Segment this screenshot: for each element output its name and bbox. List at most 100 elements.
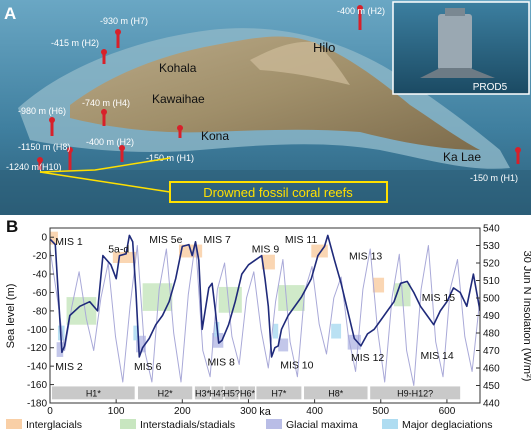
- mis-label: MIS 9: [252, 243, 280, 255]
- y2-axis-ticks: 540 530 520 510 500 490 480 470 460 450 440: [476, 224, 500, 410]
- reef-bars: H1* H2* H3* H4?H5? H6* H7* H8* H9-H12?: [51, 386, 461, 400]
- y2-tick-label: 530: [483, 241, 500, 252]
- callout: Drowned fossil coral reefs: [39, 157, 388, 203]
- reef-marker-head: [115, 29, 121, 35]
- volcano-ridge: [250, 41, 350, 85]
- reef-bar: [51, 386, 135, 400]
- reef-marker-head: [49, 117, 55, 123]
- x-tick-label: 200: [174, 406, 191, 417]
- panel-a-label: A: [4, 4, 16, 23]
- x-tick-label: 600: [439, 406, 456, 417]
- depth-label-h4: -740 m (H4): [82, 98, 130, 108]
- y2-tick-label: 540: [483, 224, 500, 235]
- y-tick-label: -140: [27, 362, 47, 373]
- highlight-band: [218, 286, 242, 313]
- mis-label: MIS 14: [420, 350, 453, 362]
- mis-label: MIS 11: [285, 234, 318, 246]
- y-tick-label: -120: [27, 343, 47, 354]
- y2-tick-label: 480: [483, 329, 500, 340]
- y-tick-label: -100: [27, 325, 47, 336]
- reef-bar-label: H2*: [158, 388, 174, 398]
- reef-bar-label: H5?: [223, 388, 240, 398]
- y-tick-label: 0: [41, 233, 47, 244]
- y-axis-label: Sea level (m): [5, 284, 17, 349]
- callout-box: [169, 181, 388, 203]
- reef-bar-label: H4?: [209, 388, 226, 398]
- legend-swatch: [266, 419, 282, 429]
- highlight-band: [372, 277, 385, 293]
- y2-tick-label: 500: [483, 294, 500, 305]
- reef-marker-head: [119, 145, 125, 151]
- reef-bar: [304, 386, 368, 400]
- y-tick-label: -80: [33, 306, 48, 317]
- legend-label: Interstadials/stadials: [140, 419, 235, 431]
- mis-label: MIS 2: [55, 361, 83, 373]
- reef-bar: [211, 386, 224, 400]
- highlight-band: [112, 251, 136, 263]
- mis-label: MIS 7: [203, 234, 231, 246]
- x-tick-label: 300: [240, 406, 257, 417]
- reef-marker-head: [101, 109, 107, 115]
- highlight-band: [50, 231, 58, 245]
- y-tick-label: -20: [33, 251, 48, 262]
- y-tick-label: -40: [33, 270, 48, 281]
- insolation-series: [50, 241, 480, 386]
- site-label-ka-lae: Ka Lae: [443, 150, 481, 164]
- reef-bar-label: H6*: [240, 388, 256, 398]
- legend-label: Interglacials: [26, 419, 82, 431]
- reef-bar-label: H7*: [271, 388, 287, 398]
- depth-label-h8: -1150 m (H8): [18, 142, 70, 152]
- reef-bar: [224, 386, 239, 400]
- reef-bar: [137, 386, 193, 400]
- y2-tick-label: 440: [483, 399, 500, 410]
- mis-label: MIS 13: [349, 251, 382, 263]
- y-tick-label: -160: [27, 380, 47, 391]
- y-tick-label: -60: [33, 288, 48, 299]
- reef-marker-head: [357, 5, 363, 11]
- reef-marker-head: [515, 147, 521, 153]
- highlight-band: [331, 323, 342, 339]
- mis-label: MIS 10: [280, 359, 313, 371]
- highlight-band: [133, 325, 139, 341]
- legend-label: Major deglaciations: [402, 419, 492, 431]
- island-land: [70, 36, 480, 150]
- site-label-kohala: Kohala: [159, 61, 197, 75]
- depth-label-h6: -980 m (H6): [18, 106, 66, 116]
- reef-marker-head: [37, 157, 43, 163]
- reef-marker-head: [101, 49, 107, 55]
- depth-label-h10: -1240 m(H10): [6, 162, 62, 172]
- mis-label: MIS 15: [422, 292, 455, 304]
- mis-label: MIS 6: [134, 361, 162, 373]
- legend-swatch: [382, 419, 398, 429]
- reef-bar-label: H1*: [86, 388, 102, 398]
- x-axis-ticks: 0 100 200 300 400 500 600: [47, 399, 456, 417]
- mis-label: MIS 8: [207, 357, 235, 369]
- x-tick-label: 0: [47, 406, 53, 417]
- highlight-band: [272, 323, 279, 339]
- reef-markers: [37, 5, 521, 170]
- y2-tick-label: 490: [483, 311, 500, 322]
- y2-tick-label: 520: [483, 259, 500, 270]
- legend-label: Glacial maxima: [286, 419, 358, 431]
- x-tick-label: 100: [108, 406, 125, 417]
- depth-label-h7: -930 m (H7): [100, 16, 148, 26]
- highlight-band: [311, 244, 328, 258]
- inset-label: PROD5: [473, 82, 508, 93]
- highlight-band: [136, 335, 146, 353]
- mis-label: MIS 5e: [149, 234, 182, 246]
- x-axis-label: ka: [259, 406, 272, 418]
- mis-label: MIS 1: [55, 236, 83, 248]
- legend: Interglacials Interstadials/stadials Glaci…: [6, 419, 492, 431]
- highlight-band: [278, 338, 289, 352]
- reef-marker-head: [177, 125, 183, 131]
- reef-bar-label: H9-H12?: [397, 388, 433, 398]
- y2-tick-label: 460: [483, 364, 500, 375]
- panel-a-map: PROD5 Kohala Kawaihae Kona Hilo Ka Lae -…: [0, 0, 531, 215]
- depth-label-h1-left: -150 m (H1): [146, 153, 194, 163]
- panel-b-label: B: [6, 217, 18, 236]
- reef-bar-label: H8*: [328, 388, 344, 398]
- legend-swatch: [6, 419, 22, 429]
- depth-label-h2-top: -400 m (H2): [337, 6, 385, 16]
